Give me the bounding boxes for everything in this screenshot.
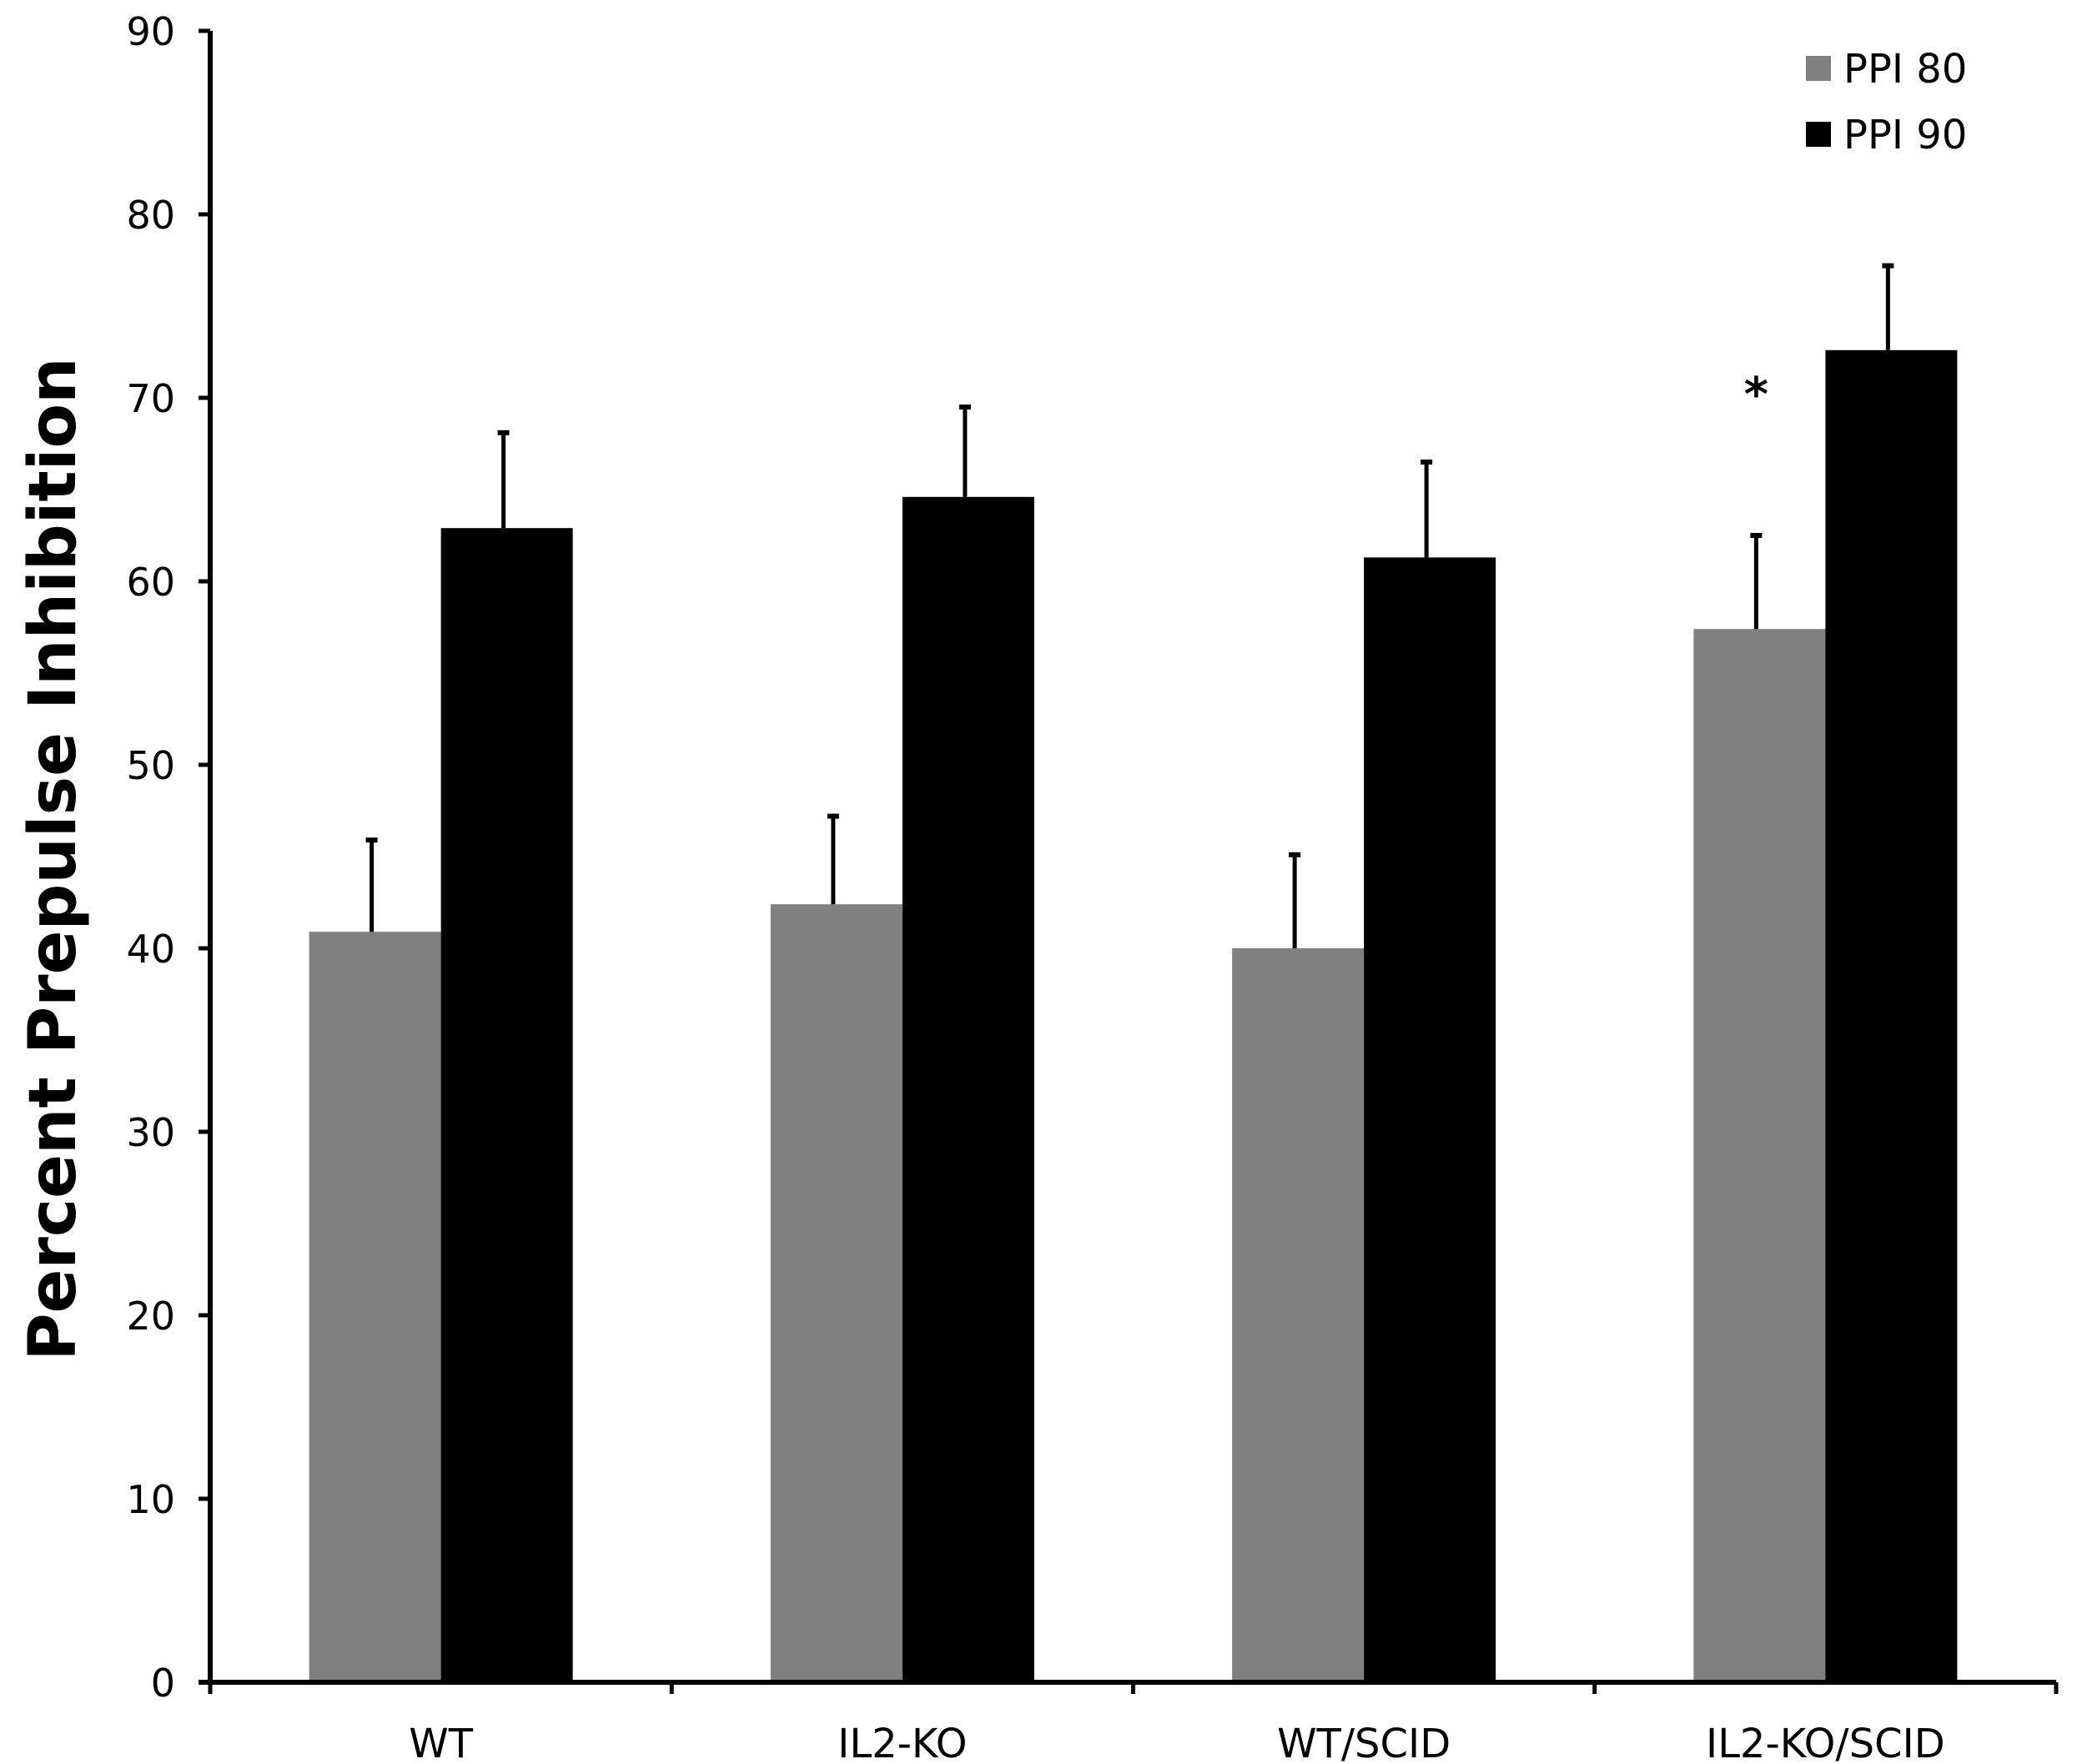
x-category-label-il2-ko-scid: IL2-KO/SCID (1706, 1721, 1945, 1764)
bar-ppi-80-wt (309, 932, 441, 1682)
bar-ppi-90-wt-scid (1364, 557, 1496, 1682)
y-tick-label: 20 (126, 1294, 175, 1339)
y-tick-label: 50 (126, 743, 175, 788)
y-tick-label: 40 (126, 927, 175, 972)
y-ticks-layer: 0 10 20 30 40 50 60 70 80 90 (126, 9, 210, 1706)
x-category-label-il2-ko: IL2-KO (837, 1721, 967, 1764)
y-axis-label-group: Percent Prepulse Inhibition (16, 357, 91, 1360)
y-tick-label: 60 (126, 560, 175, 605)
y-axis-label: Percent Prepulse Inhibition (16, 357, 91, 1360)
y-tick-label: 70 (126, 376, 175, 421)
y-tick-label: 90 (126, 9, 175, 54)
legend-swatch-ppi-80 (1806, 56, 1831, 81)
y-tick-label: 30 (126, 1110, 175, 1155)
error-bars-layer (365, 263, 1894, 948)
y-tick-label: 80 (126, 193, 175, 238)
bar-ppi-80-wt-scid (1232, 948, 1365, 1682)
significance-marker: * (1744, 368, 1768, 422)
annotations-layer: * (1744, 368, 1768, 422)
legend-label-ppi-80: PPI 80 (1843, 46, 1967, 93)
bar-ppi-90-il2-ko (902, 496, 1034, 1682)
x-ticks-layer: WT IL2-KO WT/SCID IL2-KO/SCID (208, 1682, 2059, 1764)
legend-swatch-ppi-90 (1806, 122, 1831, 147)
y-tick-label: 10 (126, 1477, 175, 1522)
bar-ppi-90-wt (440, 528, 573, 1683)
bar-ppi-90-il2-ko-scid (1825, 349, 1958, 1682)
legend: PPI 80 PPI 90 (1806, 46, 1967, 158)
bar-ppi-80-il2-ko-scid (1693, 629, 1826, 1683)
axes-layer (199, 31, 2056, 1685)
x-category-label-wt-scid: WT/SCID (1277, 1721, 1451, 1764)
legend-label-ppi-90: PPI 90 (1843, 112, 1967, 158)
bar-ppi-80-il2-ko (770, 904, 903, 1682)
x-category-label-wt: WT (409, 1721, 473, 1764)
bars-layer (309, 349, 1958, 1683)
y-tick-label: 0 (151, 1661, 175, 1706)
